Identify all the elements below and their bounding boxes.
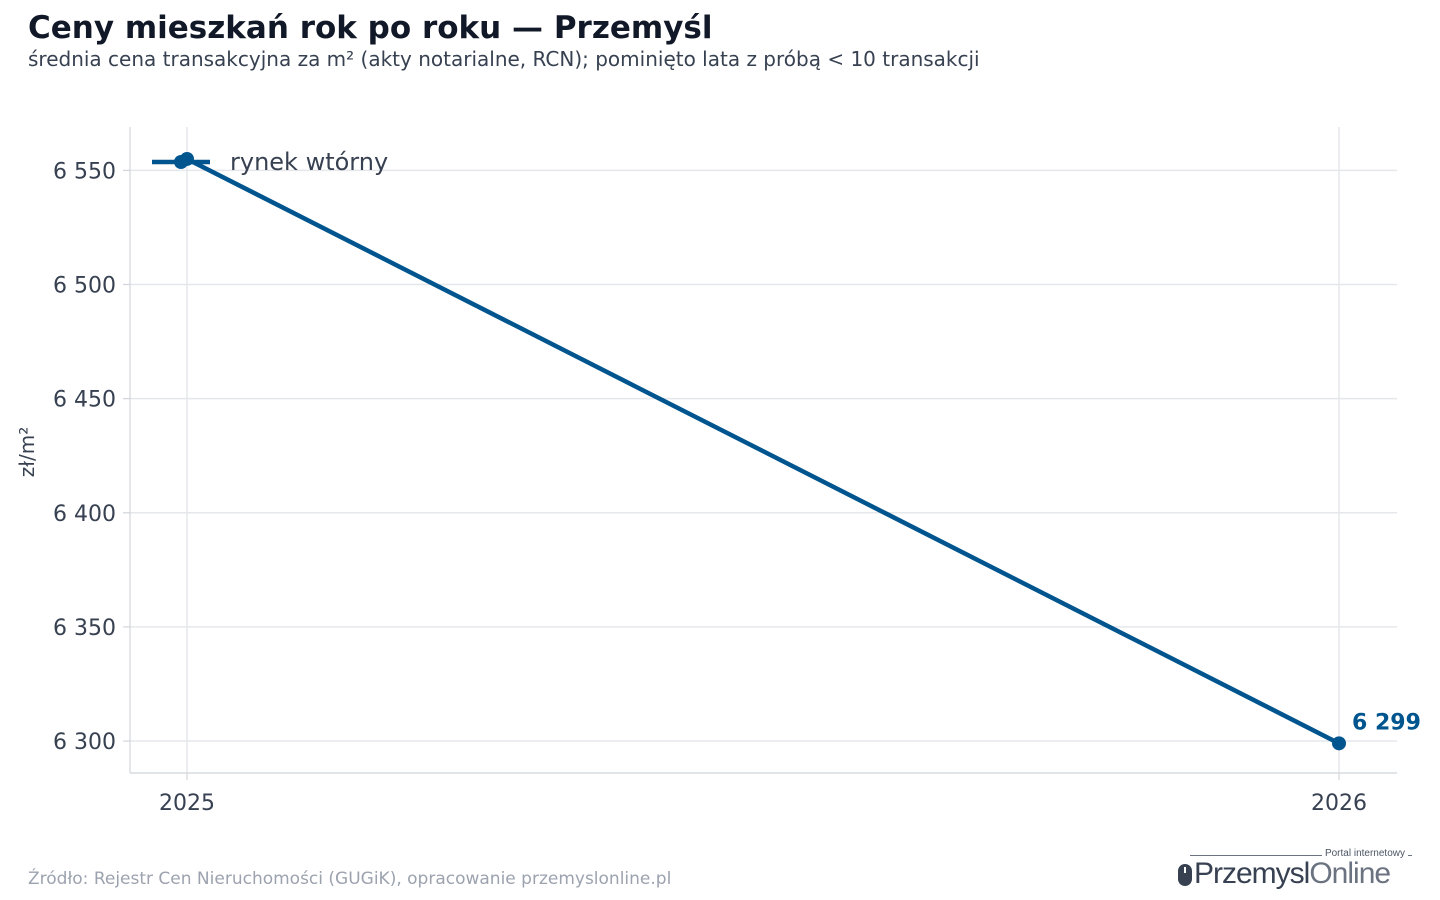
mouse-icon xyxy=(1178,864,1192,886)
logo-wordmark: PrzemyslOnline xyxy=(1194,857,1391,890)
y-tick-label: 6 350 xyxy=(53,616,116,641)
logo-name-part2: Online xyxy=(1309,857,1391,890)
end-value-label: 6 299 xyxy=(1352,710,1421,735)
chart-title: Ceny mieszkań rok po roku — Przemyśl xyxy=(28,10,713,46)
y-tick-labels: 6 300 6 350 6 400 6 450 6 500 6 550 xyxy=(53,159,130,755)
logo-rule xyxy=(1190,855,1412,856)
y-gridlines xyxy=(130,169,1397,742)
x-tick-label: 2025 xyxy=(159,791,215,816)
series-layer: 6 299 xyxy=(180,151,1421,751)
legend-marker xyxy=(174,155,188,169)
series-line xyxy=(184,156,1342,746)
y-tick-label: 6 300 xyxy=(53,730,116,755)
y-tick-label: 6 450 xyxy=(53,388,116,413)
source-note: Źródło: Rejestr Cen Nieruchomości (GUGiK… xyxy=(28,869,672,889)
logo-tagline: Portal internetowy xyxy=(1321,848,1408,859)
y-axis-label: zł/m² xyxy=(15,427,39,477)
y-tick-label: 6 550 xyxy=(53,159,116,184)
x-tick-label: 2026 xyxy=(1311,791,1367,816)
y-tick-label: 6 400 xyxy=(53,502,116,527)
chart-subtitle: średnia cena transakcyjna za m² (akty no… xyxy=(28,47,980,71)
legend: rynek wtórny xyxy=(152,148,388,176)
y-tick-label: 6 500 xyxy=(53,274,116,299)
portal-logo[interactable]: Portal internetowy PrzemyslOnline xyxy=(1172,848,1412,892)
legend-label: rynek wtórny xyxy=(230,148,388,176)
logo-name-part1: Przemysl xyxy=(1194,857,1310,890)
data-point xyxy=(1332,736,1346,751)
x-gridlines xyxy=(186,127,1340,773)
x-tick-labels: 2025 2026 xyxy=(159,773,1367,816)
